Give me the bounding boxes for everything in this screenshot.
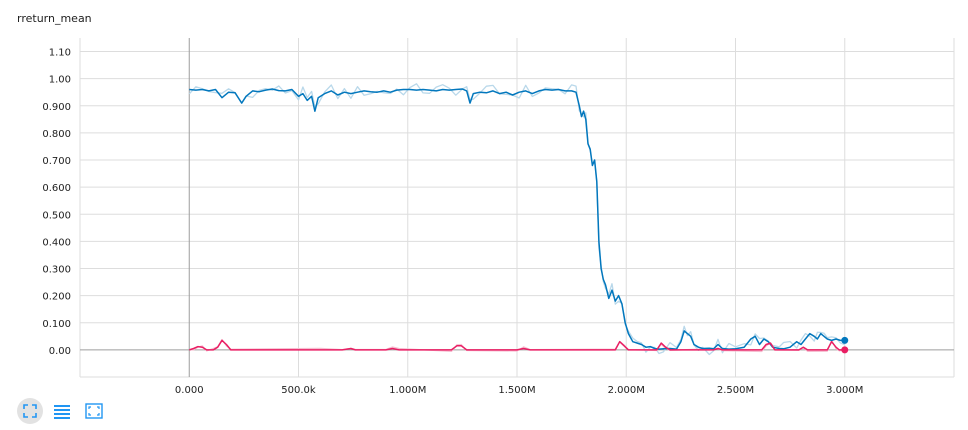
toggle-log-scale-icon <box>54 405 70 419</box>
series-line-0 <box>189 88 845 350</box>
y-tick-label: 0.600 <box>42 183 71 194</box>
chart-toolbar <box>17 398 107 424</box>
x-tick-label: 1.500M <box>498 385 535 396</box>
zoom-select-icon <box>85 403 103 419</box>
x-tick-label: 2.000M <box>608 385 645 396</box>
toggle-log-scale-button[interactable] <box>49 398 75 424</box>
y-tick-label: 1.10 <box>49 48 71 59</box>
x-tick-label: 2.500M <box>717 385 754 396</box>
zoom-select-button[interactable] <box>81 398 107 424</box>
fit-domain-icon <box>23 404 37 418</box>
y-tick-label: 1.00 <box>49 75 71 86</box>
series-end-marker-1 <box>841 346 849 354</box>
y-tick-label: 0.800 <box>42 129 71 140</box>
last-value-markers <box>841 336 849 354</box>
line-chart[interactable]: 0.00 0.100 0.200 0.300 0.400 0.500 0.600 0.700 0… <box>0 0 968 400</box>
series-line-1 <box>189 339 845 351</box>
x-tick-label: 3.000M <box>826 385 863 396</box>
chart-title: rreturn_mean <box>17 12 92 25</box>
y-tick-label: 0.200 <box>42 292 71 303</box>
y-tick-label: 0.00 <box>49 346 71 357</box>
y-tick-label: 0.700 <box>42 156 71 167</box>
axes <box>79 38 955 378</box>
y-tick-label: 0.900 <box>42 102 71 113</box>
y-tick-label: 0.300 <box>42 265 71 276</box>
y-tick-label: 0.400 <box>42 237 71 248</box>
x-tick-labels: 0.000 500.0k 1.000M 1.500M 2.000M 2.500M 3.000… <box>175 385 863 396</box>
x-tick-label: 500.0k <box>281 385 316 396</box>
x-tick-label: 1.000M <box>389 385 426 396</box>
fit-domain-button[interactable] <box>17 398 43 424</box>
smoothed-series <box>189 88 845 351</box>
y-tick-labels: 0.00 0.100 0.200 0.300 0.400 0.500 0.600 0.700 0… <box>42 48 71 357</box>
series-end-marker-0 <box>841 336 849 344</box>
grid-lines <box>80 38 954 377</box>
y-tick-label: 0.500 <box>42 210 71 221</box>
x-tick-label: 0.000 <box>175 385 204 396</box>
y-tick-label: 0.100 <box>42 319 71 330</box>
